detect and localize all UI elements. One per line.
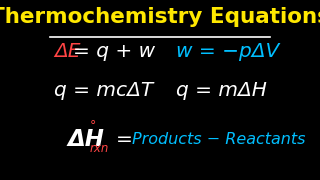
Text: = q + w: = q + w xyxy=(73,42,156,60)
Text: q = mcΔT: q = mcΔT xyxy=(54,80,153,100)
Text: w = −pΔV: w = −pΔV xyxy=(176,42,279,60)
Text: ΔE: ΔE xyxy=(54,42,81,60)
Text: Thermochemistry Equations: Thermochemistry Equations xyxy=(0,7,320,27)
Text: rxn: rxn xyxy=(90,142,109,155)
Text: ΔH: ΔH xyxy=(68,128,105,151)
Text: Products − Reactants: Products − Reactants xyxy=(132,132,305,147)
Text: q = mΔH: q = mΔH xyxy=(176,80,267,100)
Text: °: ° xyxy=(90,119,96,132)
Text: =: = xyxy=(116,130,133,149)
